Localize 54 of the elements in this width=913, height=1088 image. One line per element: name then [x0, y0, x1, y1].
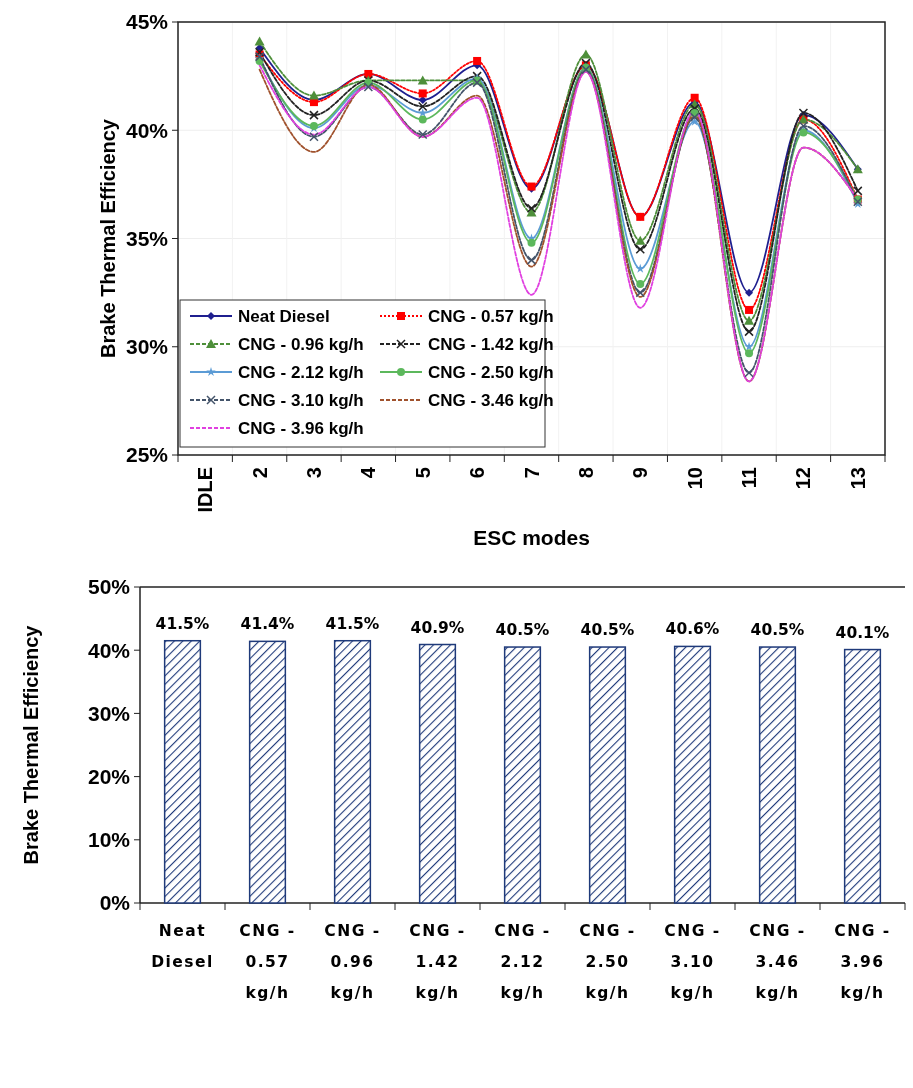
x-tick-label: CNG - 3.10 kg/h	[664, 922, 721, 1002]
x-tick-label: CNG - 1.42 kg/h	[409, 922, 466, 1002]
x-axis-title: ESC modes	[473, 526, 590, 549]
x-tick-label: 5	[411, 467, 434, 479]
y-tick-label: 35%	[125, 226, 169, 250]
data-label: 40.9%	[410, 618, 465, 637]
x-tick-label: 3	[302, 467, 325, 479]
x-tick-label: Neat Diesel	[151, 922, 214, 971]
y-axis-title: Brake Thermal Efficiency	[20, 624, 42, 865]
legend-label: CNG - 0.57 kg/h	[428, 306, 554, 326]
x-tick-label: IDLE	[194, 467, 217, 513]
x-tick-label: 9	[629, 467, 652, 479]
data-label: 41.5%	[155, 614, 210, 633]
x-tick-label: 8	[574, 467, 597, 479]
x-tick-label: CNG - 0.57 kg/h	[239, 922, 296, 1002]
x-tick-label: 13	[846, 467, 869, 490]
legend-label: Neat Diesel	[238, 306, 330, 326]
x-tick-label: 7	[520, 467, 543, 479]
y-tick-label: 0%	[99, 891, 131, 915]
x-tick-label: CNG - 3.46 kg/h	[749, 922, 806, 1002]
legend-label: CNG - 0.96 kg/h	[238, 334, 364, 354]
x-tick-label: CNG - 0.96 kg/h	[324, 922, 381, 1002]
legend-label: CNG - 3.10 kg/h	[238, 390, 364, 410]
x-tick-label: 11	[738, 467, 761, 489]
data-label: 41.5%	[325, 614, 380, 633]
data-label: 40.1%	[835, 623, 890, 642]
data-label: 41.4%	[240, 615, 295, 634]
y-tick-label: 20%	[87, 764, 131, 788]
x-tick-label: 2	[248, 467, 271, 479]
y-tick-label: 50%	[87, 575, 131, 599]
y-tick-label: 30%	[87, 701, 131, 725]
y-tick-label: 25%	[125, 443, 169, 467]
x-tick-label: 6	[466, 467, 489, 479]
y-tick-label: 40%	[87, 638, 131, 662]
x-tick-label: 4	[357, 466, 380, 479]
x-tick-label: 10	[683, 467, 706, 490]
x-tick-label: 12	[792, 467, 815, 490]
data-label: 40.6%	[665, 620, 720, 639]
legend-label: CNG - 1.42 kg/h	[428, 334, 554, 354]
legend-label: CNG - 3.96 kg/h	[238, 418, 364, 438]
data-label: 40.5%	[750, 621, 805, 640]
legend-label: CNG - 3.46 kg/h	[428, 390, 554, 410]
legend-label: CNG - 2.50 kg/h	[428, 362, 554, 382]
x-tick-label: CNG - 2.12 kg/h	[494, 922, 551, 1002]
y-tick-label: 40%	[125, 118, 169, 142]
data-label: 40.5%	[495, 621, 550, 640]
y-tick-label: 30%	[125, 335, 169, 359]
x-tick-label: CNG - 3.96 kg/h	[834, 922, 891, 1002]
y-axis-title: Brake Thermal Efficiency	[97, 118, 119, 358]
y-tick-label: 10%	[87, 828, 131, 852]
data-label: 40.5%	[580, 621, 635, 640]
legend-label: CNG - 2.12 kg/h	[238, 362, 364, 382]
y-tick-label: 45%	[125, 10, 169, 34]
x-tick-label: CNG - 2.50 kg/h	[579, 922, 636, 1002]
